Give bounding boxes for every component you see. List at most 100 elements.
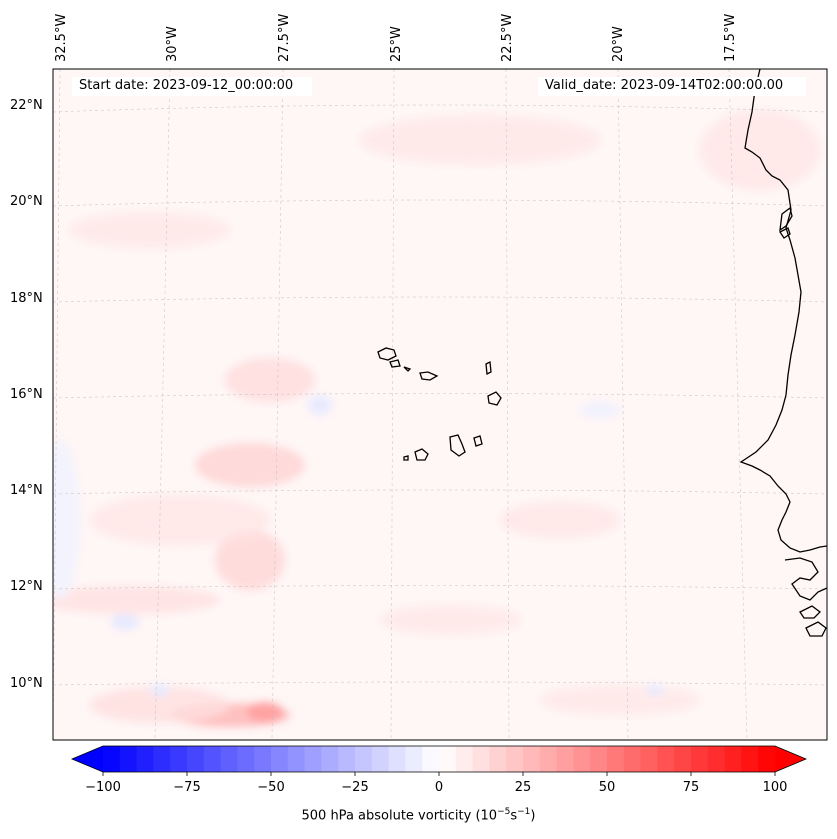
colorbar-cell bbox=[287, 746, 305, 772]
colorbar-cell bbox=[741, 746, 759, 772]
vorticity-patch bbox=[540, 685, 700, 715]
colorbar-label-main: 500 hPa absolute vorticity (10 bbox=[301, 808, 498, 824]
colorbar-cell bbox=[758, 746, 776, 772]
colorbar-cell bbox=[455, 746, 473, 772]
colorbar-cell bbox=[170, 746, 188, 772]
vorticity-patch bbox=[700, 110, 820, 190]
lon-tick-label: 27.5°W bbox=[277, 13, 292, 62]
lat-tick-label: 14°N bbox=[10, 483, 43, 498]
lat-tick-label: 22°N bbox=[10, 98, 43, 113]
lon-tick-label: 25°W bbox=[389, 26, 404, 62]
colorbar-tick-label: 75 bbox=[682, 780, 700, 795]
colorbar-label: 500 hPa absolute vorticity (10−5s−1) bbox=[0, 807, 837, 823]
colorbar-cell bbox=[321, 746, 339, 772]
coastline-cape-verde bbox=[377, 347, 502, 461]
vorticity-patch bbox=[53, 440, 80, 600]
colorbar-cell bbox=[489, 746, 507, 772]
vorticity-patch bbox=[111, 614, 139, 630]
colorbar-cell bbox=[422, 746, 440, 772]
colorbar-cell bbox=[203, 746, 221, 772]
colorbar-cell bbox=[523, 746, 541, 772]
coastline-africa bbox=[739, 69, 827, 637]
lat-tick-label: 18°N bbox=[10, 291, 43, 306]
colorbar-cell bbox=[388, 746, 406, 772]
colorbar-cell bbox=[590, 746, 608, 772]
colorbar-tick-label: 100 bbox=[762, 780, 788, 795]
colorbar-cell bbox=[607, 746, 625, 772]
colorbar-label-close: ) bbox=[530, 808, 536, 824]
colorbar-cell bbox=[187, 746, 205, 772]
vorticity-patch bbox=[360, 115, 600, 165]
colorbar-tick-label: −50 bbox=[257, 780, 285, 795]
colorbar-tick-label: −75 bbox=[173, 780, 201, 795]
lon-tick-label: 17.5°W bbox=[723, 13, 738, 62]
colorbar-cell bbox=[674, 746, 692, 772]
colorbar-cell bbox=[657, 746, 675, 772]
colorbar-cell bbox=[254, 746, 272, 772]
lat-tick-label: 20°N bbox=[10, 194, 43, 209]
vorticity-patch bbox=[308, 395, 332, 415]
vorticity-patch bbox=[500, 502, 620, 538]
vorticity-patch bbox=[70, 212, 230, 248]
start-date-box bbox=[72, 77, 312, 96]
colorbar-tick-marks bbox=[102, 772, 776, 776]
colorbar-cell bbox=[371, 746, 389, 772]
colorbar-tick-label: 25 bbox=[514, 780, 532, 795]
valid-date-label: Valid_date: 2023-09-14T02:00:00.00 bbox=[545, 78, 784, 93]
lat-tick-label: 12°N bbox=[10, 579, 43, 594]
vorticity-patch bbox=[90, 495, 270, 545]
map-frame bbox=[52, 68, 828, 741]
colorbar-tick-label: 50 bbox=[598, 780, 616, 795]
vorticity-patch bbox=[195, 443, 305, 487]
lon-tick-label: 32.5°W bbox=[54, 13, 69, 62]
vorticity-patch bbox=[380, 605, 520, 635]
valid-date-box bbox=[538, 77, 806, 96]
lat-tick-label: 16°N bbox=[10, 387, 43, 402]
colorbar-cell bbox=[556, 746, 574, 772]
lon-tick-label: 22.5°W bbox=[500, 13, 515, 62]
vorticity-patch bbox=[53, 586, 220, 614]
colorbar-cell bbox=[338, 746, 356, 772]
colorbar-cell bbox=[220, 746, 238, 772]
colorbar-cell bbox=[472, 746, 490, 772]
colorbar-label-exponent: −5 bbox=[497, 807, 511, 817]
colorbar-cell bbox=[103, 746, 121, 772]
colorbar-cell bbox=[707, 746, 725, 772]
colorbar-tick-label: −100 bbox=[85, 780, 121, 795]
vorticity-anomaly-layer bbox=[53, 69, 827, 740]
colorbar-cell bbox=[237, 746, 255, 772]
colorbar-cell bbox=[623, 746, 641, 772]
colorbar-cells bbox=[72, 746, 806, 772]
vorticity-patch bbox=[150, 684, 170, 696]
colorbar-cell bbox=[153, 746, 171, 772]
colorbar-cell bbox=[405, 746, 423, 772]
vorticity-patch bbox=[247, 702, 283, 722]
vorticity-patch bbox=[90, 687, 230, 723]
colorbar-cell bbox=[355, 746, 373, 772]
colorbar-cell bbox=[506, 746, 524, 772]
colorbar-cell bbox=[304, 746, 322, 772]
vorticity-patch bbox=[645, 685, 665, 695]
colorbar-cell bbox=[640, 746, 658, 772]
colorbar-extend-max bbox=[775, 746, 806, 772]
colorbar-cell bbox=[724, 746, 742, 772]
colorbar-label-exponent: −1 bbox=[517, 807, 531, 817]
colorbar-cell bbox=[691, 746, 709, 772]
colorbar-label-unit: s bbox=[510, 808, 518, 824]
graticule bbox=[53, 69, 827, 740]
colorbar-cell bbox=[136, 746, 154, 772]
vorticity-patch bbox=[225, 358, 315, 402]
colorbar-cell bbox=[119, 746, 137, 772]
lon-tick-label: 20°W bbox=[611, 26, 626, 62]
vorticity-patch bbox=[580, 402, 620, 418]
colorbar-cell bbox=[439, 746, 457, 772]
colorbar-tick-label: −25 bbox=[341, 780, 369, 795]
lon-tick-label: 30°W bbox=[165, 26, 180, 62]
start-date-label: Start date: 2023-09-12_00:00:00 bbox=[79, 78, 294, 93]
colorbar-cell bbox=[271, 746, 289, 772]
colorbar-extend-min bbox=[72, 746, 103, 772]
colorbar-tick-label: 0 bbox=[434, 780, 444, 795]
lat-tick-label: 10°N bbox=[10, 676, 43, 691]
colorbar-cell bbox=[573, 746, 591, 772]
